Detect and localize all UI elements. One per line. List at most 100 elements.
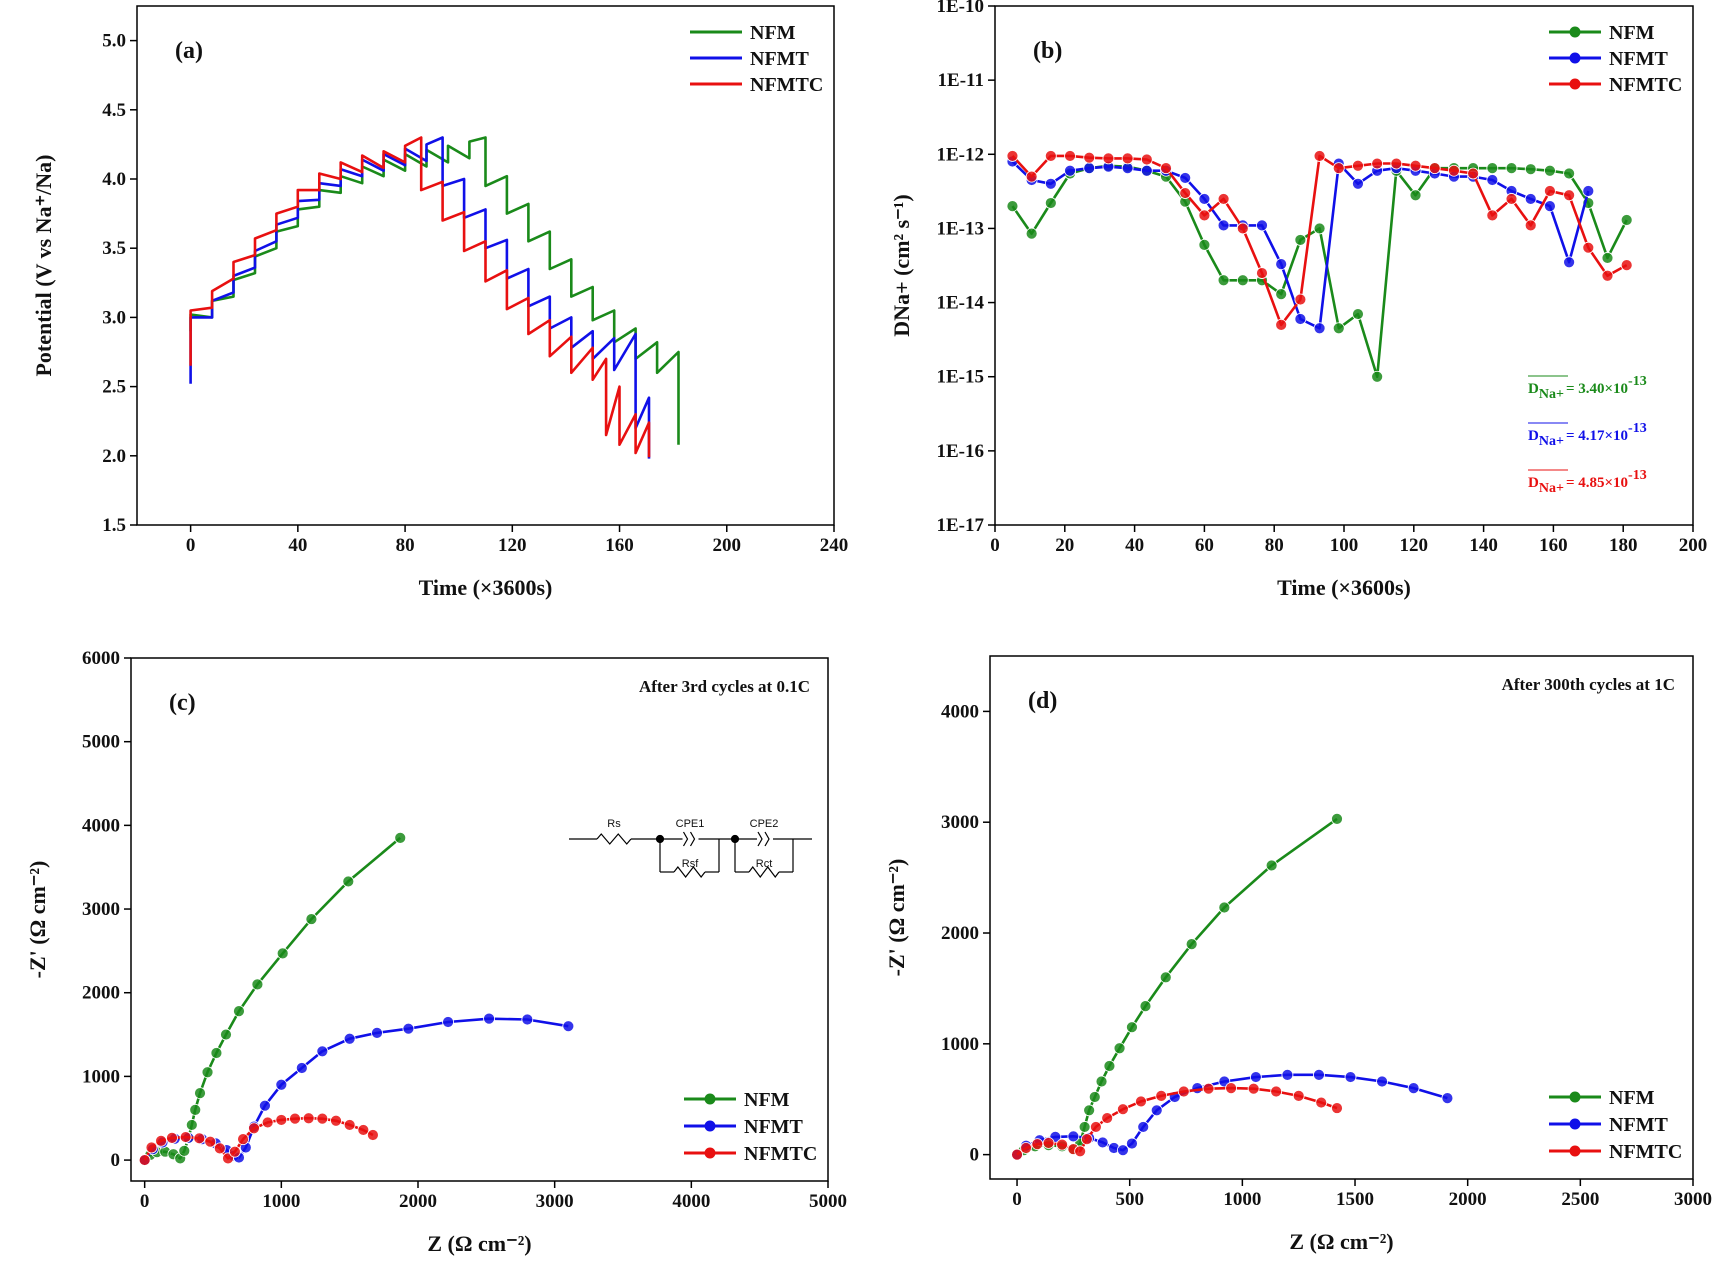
data-point (1294, 293, 1307, 306)
data-point (330, 1114, 342, 1127)
y-tick-label: 0 (970, 1145, 980, 1166)
data-point (1095, 1075, 1108, 1088)
series-line (143, 836, 402, 1162)
y-tick-label: 2000 (941, 923, 979, 944)
data-point (1179, 172, 1192, 184)
data-point (366, 1129, 379, 1141)
data-point (1080, 1133, 1093, 1146)
data-point (1315, 1096, 1328, 1109)
data-point (261, 1116, 274, 1129)
data-point (1088, 1091, 1101, 1103)
legend-marker (1569, 1145, 1581, 1157)
x-tick-label: 60 (1195, 535, 1214, 556)
data-point (1448, 164, 1460, 177)
series-line (1016, 817, 1338, 1156)
data-point (220, 1028, 232, 1041)
data-point (1096, 1136, 1109, 1149)
data-point (1601, 269, 1614, 282)
data-point (562, 1020, 575, 1033)
data-point (1083, 151, 1096, 164)
y-axis-label: DNa+ (cm² s⁻¹) (889, 194, 914, 336)
data-point (1006, 150, 1019, 162)
data-point (1236, 222, 1249, 235)
subscript: Na+ (1539, 481, 1564, 496)
data-point (1191, 1082, 1204, 1095)
legend-marker (1569, 1091, 1581, 1103)
x-tick-label: 160 (605, 535, 634, 556)
data-point (483, 1012, 495, 1025)
data-point (201, 1066, 214, 1079)
data-point (1121, 152, 1134, 165)
data-point (1150, 1104, 1163, 1117)
data-point (1103, 1060, 1116, 1072)
data-point (189, 1103, 202, 1116)
panel-label: (d) (1028, 688, 1057, 714)
data-point (1247, 1082, 1260, 1095)
data-point (1352, 159, 1364, 172)
legend-label: NFM (744, 1089, 790, 1111)
legend-label: NFMT (1609, 1114, 1669, 1136)
y-tick-label: 4000 (82, 815, 120, 836)
series-line (1016, 1073, 1448, 1156)
y-tick-label: 3000 (941, 812, 979, 833)
data-point (305, 913, 318, 925)
cpe (682, 831, 696, 847)
data-point (1582, 241, 1595, 254)
data-point (1409, 189, 1422, 202)
data-point (371, 1026, 383, 1039)
data-point (1601, 252, 1614, 264)
data-point (1544, 164, 1556, 177)
data-point (1524, 193, 1537, 205)
data-point (1056, 1138, 1069, 1151)
data-point (1198, 238, 1211, 251)
data-point (1332, 322, 1345, 335)
data-point (1467, 167, 1480, 180)
legend-label: NFM (1609, 22, 1655, 44)
value: = 3.40×10 (1566, 381, 1628, 397)
data-point (1620, 214, 1633, 226)
data-point (1126, 1137, 1138, 1150)
x-axis-label: Time (×3600s) (1277, 575, 1411, 600)
data-point (193, 1132, 206, 1145)
y-tick-label: 3.5 (102, 238, 126, 259)
data-point (210, 1047, 223, 1059)
data-point (1067, 1130, 1080, 1143)
subscript: Na+ (1539, 434, 1564, 449)
data-point (1265, 859, 1278, 872)
data-point (1486, 162, 1499, 175)
data-point (1102, 152, 1115, 165)
legend-label: NFMTC (750, 74, 823, 96)
data-point (343, 1119, 356, 1131)
y-tick-label: 2000 (82, 983, 120, 1004)
data-point (1352, 308, 1364, 320)
panel-label: (a) (175, 38, 203, 64)
data-point (1313, 1068, 1325, 1081)
data-point (179, 1131, 192, 1143)
x-tick-label: 180 (1609, 535, 1638, 556)
data-point (1256, 267, 1268, 279)
subscript: Na+ (1539, 387, 1564, 402)
x-tick-label: 140 (1469, 535, 1498, 556)
data-point (1332, 162, 1345, 175)
data-point (1135, 1095, 1147, 1108)
data-point (1275, 288, 1288, 301)
x-tick-label: 2000 (399, 1191, 437, 1212)
data-point (275, 1114, 288, 1126)
value: = 4.17×10 (1566, 428, 1628, 444)
data-point (166, 1132, 178, 1144)
y-axis-label: Potential (V vs Na⁺/Na) (31, 154, 56, 376)
y-tick-label: 1E-15 (937, 367, 985, 388)
data-point (1006, 200, 1019, 213)
x-tick-label: 5000 (809, 1191, 847, 1212)
data-point (1025, 227, 1038, 240)
legend-label: NFMT (750, 48, 810, 70)
y-tick-label: 1E-12 (937, 144, 985, 165)
y-tick-label: 1E-10 (937, 0, 985, 17)
data-point (1371, 157, 1384, 170)
resistor (748, 866, 780, 878)
data-point (521, 1013, 534, 1026)
x-tick-label: 240 (820, 535, 849, 556)
y-tick-label: 1E-17 (937, 515, 985, 536)
legend-marker (704, 1147, 716, 1159)
